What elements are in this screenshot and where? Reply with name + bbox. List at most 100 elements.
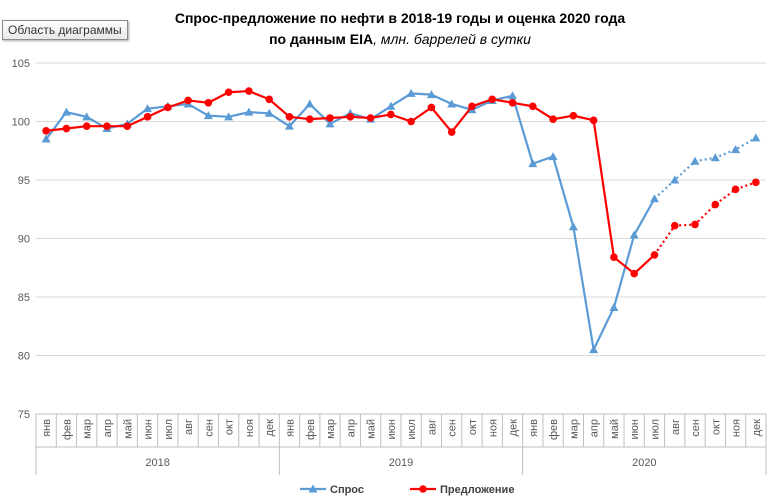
month-label: дек (508, 419, 520, 437)
data-point-supply (123, 122, 132, 130)
data-point-supply (245, 87, 253, 95)
month-label: авг (183, 419, 195, 435)
series-forecast-line-demand (653, 136, 757, 200)
month-label: авг (670, 419, 682, 435)
month-label: дек (751, 419, 763, 437)
data-point-demand (82, 112, 92, 121)
data-point-demand (447, 99, 457, 108)
data-point-demand (528, 159, 538, 168)
data-point-supply (265, 95, 273, 104)
data-point-supply (224, 88, 233, 97)
month-label: фев (61, 419, 73, 440)
data-point-supply (407, 117, 415, 126)
title-source: по данным EIA (269, 31, 374, 47)
data-point-demand (690, 156, 700, 165)
data-point-demand (426, 90, 436, 99)
month-label: янв (528, 419, 540, 437)
data-point-supply (508, 98, 517, 107)
chart-area-tooltip: Область диаграммы (2, 20, 128, 40)
data-point-demand (406, 88, 416, 97)
month-label: янв (41, 419, 53, 437)
data-point-demand (203, 111, 213, 120)
data-point-supply (42, 127, 50, 135)
y-tick-label: 105 (12, 58, 30, 70)
legend-label: Спрос (330, 484, 364, 496)
data-point-supply (387, 110, 395, 119)
data-point-supply (670, 221, 679, 230)
data-point-demand (41, 134, 51, 143)
month-label: дек (264, 419, 276, 437)
data-point-demand (751, 133, 761, 142)
data-point-demand (264, 108, 274, 117)
month-label: апр (345, 419, 357, 437)
month-label: авг (426, 419, 438, 435)
data-point-supply (711, 200, 720, 209)
data-point-demand (284, 121, 294, 130)
title-line-2: по данным EIA, млн. баррелей в сутки (100, 29, 700, 50)
month-label: окт (467, 419, 479, 435)
data-point-demand (589, 345, 599, 354)
data-point-demand (244, 107, 254, 116)
month-label: май (366, 419, 378, 439)
data-point-demand (649, 194, 659, 203)
year-label: 2020 (632, 457, 656, 469)
data-point-demand (508, 91, 518, 100)
month-label: май (122, 419, 134, 439)
legend-marker-triangle (308, 484, 318, 493)
data-point-supply (630, 269, 638, 278)
month-label: ноя (487, 419, 499, 437)
data-point-supply (346, 113, 355, 121)
data-point-supply (326, 114, 334, 122)
month-label: фев (548, 419, 560, 440)
data-point-supply (752, 178, 760, 187)
data-point-demand (670, 175, 680, 184)
data-point-supply (285, 113, 294, 121)
month-label: июн (386, 419, 398, 439)
data-point-supply (691, 220, 699, 229)
month-label: ноя (244, 419, 256, 437)
data-point-demand (629, 230, 639, 239)
data-point-demand (224, 112, 234, 121)
title-units: , млн. баррелей в сутки (373, 31, 531, 47)
y-tick-label: 100 (12, 117, 30, 129)
series-line-demand (45, 92, 656, 354)
data-point-demand (325, 119, 335, 128)
data-point-supply (82, 122, 91, 130)
month-label: апр (102, 419, 114, 437)
month-label: сен (447, 419, 459, 437)
month-label: апр (589, 419, 601, 437)
data-point-supply (488, 95, 497, 104)
legend-label: Предложение (440, 484, 514, 496)
data-point-demand (386, 101, 396, 110)
data-point-supply (103, 122, 111, 130)
month-label: мар (82, 419, 94, 439)
title-line-1: Спрос-предложение по нефти в 2018-19 год… (174, 10, 626, 26)
month-label: янв (284, 419, 296, 437)
data-point-supply (468, 102, 476, 111)
data-point-supply (62, 124, 71, 133)
y-tick-label: 75 (18, 409, 30, 421)
data-point-supply (447, 128, 456, 136)
data-point-supply (143, 113, 152, 121)
data-point-supply (589, 116, 598, 125)
data-point-demand (61, 107, 71, 116)
data-point-supply (427, 103, 436, 112)
data-point-demand (710, 153, 720, 162)
year-label: 2018 (145, 457, 169, 469)
month-label: мар (568, 419, 580, 439)
data-point-supply (569, 111, 578, 120)
month-label: май (609, 419, 621, 439)
data-point-supply (204, 98, 213, 107)
data-point-supply (529, 102, 537, 111)
month-label: сен (690, 419, 702, 437)
data-point-supply (305, 115, 314, 123)
y-tick-label: 90 (18, 234, 30, 246)
data-point-supply (366, 114, 375, 122)
data-point-supply (610, 253, 618, 262)
data-point-supply (650, 251, 659, 259)
data-point-supply (184, 96, 192, 105)
month-label: окт (224, 419, 236, 435)
y-tick-label: 85 (18, 292, 30, 304)
month-label: мар (325, 419, 337, 439)
